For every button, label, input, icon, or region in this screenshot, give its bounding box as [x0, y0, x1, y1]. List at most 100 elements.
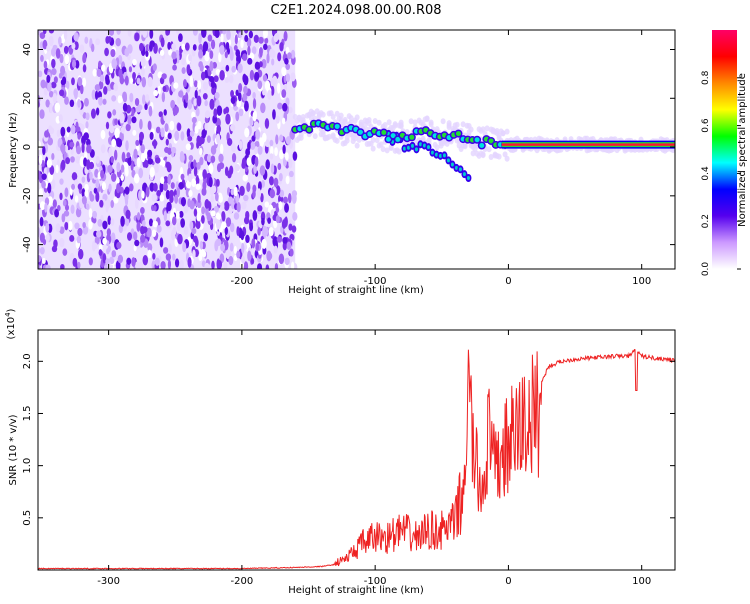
signal-halo: [484, 125, 490, 132]
noise-speckle: [218, 194, 223, 203]
noise-speckle: [103, 264, 108, 269]
noise-speckle: [141, 190, 145, 199]
noise-speckle: [147, 158, 153, 165]
noise-speckle: [196, 162, 201, 170]
noise-speckle: [82, 52, 87, 61]
noise-speckle: [113, 82, 119, 92]
noise-speckle: [241, 242, 245, 254]
noise-speckle: [38, 101, 41, 108]
colorbar-tick-label: 0.8: [701, 70, 711, 85]
noise-speckle: [166, 30, 171, 36]
noise-speckle: [224, 76, 230, 83]
noise-speckle: [291, 261, 295, 269]
noise-speckle: [187, 99, 193, 110]
noise-speckle: [132, 59, 137, 66]
noise-speckle: [199, 147, 203, 156]
signal-halo: [370, 136, 376, 143]
noise-speckle: [236, 201, 241, 213]
noise-speckle: [230, 142, 236, 153]
noise-speckle: [156, 189, 161, 197]
noise-speckle: [52, 93, 57, 104]
noise-speckle: [95, 107, 100, 116]
noise-speckle: [90, 43, 95, 53]
noise-speckle: [163, 182, 168, 191]
signal-halo: [434, 144, 440, 151]
signal-ridge-core: [479, 143, 485, 149]
noise-speckle: [243, 261, 249, 269]
noise-speckle: [181, 58, 186, 66]
noise-speckle: [107, 164, 113, 174]
noise-speckle: [261, 238, 267, 250]
signal-halo: [480, 152, 486, 159]
noise-speckle: [114, 149, 118, 161]
noise-speckle: [154, 257, 160, 266]
noise-speckle: [192, 44, 197, 51]
noise-speckle: [223, 201, 230, 211]
noise-speckle: [176, 210, 180, 219]
noise-speckle: [286, 241, 292, 250]
noise-speckle: [74, 195, 79, 203]
noise-speckle: [40, 54, 44, 62]
noise-speckle: [73, 88, 78, 98]
noise-speckle: [204, 122, 208, 131]
noise-speckle: [60, 126, 66, 137]
noise-speckle: [141, 94, 146, 105]
noise-speckle: [277, 162, 282, 171]
noise-speckle: [43, 88, 48, 96]
noise-speckle: [192, 235, 198, 243]
noise-speckle: [204, 262, 210, 269]
noise-speckle: [236, 226, 240, 237]
signal-halo: [348, 115, 354, 122]
noise-speckle: [234, 164, 241, 172]
noise-speckle: [231, 65, 237, 73]
noise-speckle: [284, 57, 289, 65]
noise-speckle: [266, 53, 270, 64]
noise-speckle: [198, 253, 203, 261]
noise-speckle: [276, 82, 281, 94]
noise-speckle: [227, 196, 234, 204]
noise-speckle: [161, 159, 166, 168]
noise-speckle: [260, 102, 266, 114]
noise-speckle: [165, 220, 171, 227]
noise-speckle: [39, 109, 45, 120]
noise-speckle: [262, 30, 268, 39]
noise-speckle: [153, 89, 159, 97]
snr-x-tick-label: 0: [505, 576, 511, 587]
noise-speckle: [225, 41, 230, 51]
noise-speckle: [210, 210, 216, 217]
noise-speckle: [89, 171, 93, 181]
spectrogram-y-tick-label: 40: [22, 43, 33, 56]
signal-halo: [504, 155, 510, 162]
noise-speckle: [187, 135, 193, 142]
noise-speckle: [260, 192, 264, 203]
noise-speckle: [182, 242, 187, 253]
noise-speckle: [196, 95, 202, 107]
noise-speckle: [136, 221, 141, 232]
noise-speckle: [77, 98, 81, 108]
signal-halo: [428, 121, 434, 128]
noise-speckle: [163, 109, 167, 116]
noise-speckle: [206, 135, 211, 143]
noise-speckle: [191, 178, 197, 188]
noise-speckle: [229, 74, 234, 84]
noise-speckle: [79, 84, 84, 95]
noise-speckle: [252, 210, 258, 221]
signal-halo: [504, 128, 510, 135]
noise-speckle: [211, 86, 217, 95]
noise-speckle: [252, 92, 256, 100]
noise-speckle: [62, 248, 68, 256]
noise-speckle: [40, 79, 47, 89]
noise-speckle: [75, 59, 80, 69]
noise-speckle: [265, 159, 270, 170]
signal-halo: [378, 141, 384, 148]
noise-speckle: [260, 179, 265, 188]
noise-speckle: [133, 231, 138, 241]
spectrogram-frame: [37, 29, 676, 270]
signal-halo: [300, 117, 306, 124]
noise-speckle: [255, 242, 259, 252]
noise-speckle: [47, 81, 52, 93]
noise-speckle: [229, 49, 234, 61]
signal-halo: [460, 121, 466, 128]
